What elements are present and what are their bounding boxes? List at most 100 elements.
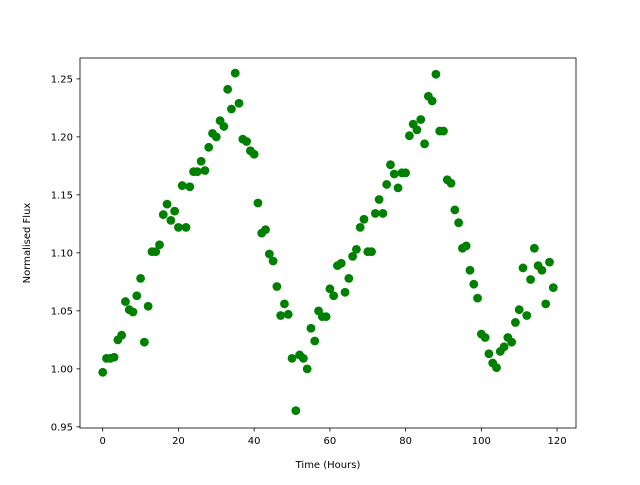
data-point xyxy=(541,299,551,309)
data-point xyxy=(336,258,346,268)
data-point xyxy=(170,206,180,216)
data-point xyxy=(109,352,119,362)
data-point xyxy=(310,336,320,346)
data-point xyxy=(234,98,244,108)
data-point xyxy=(329,291,339,301)
y-axis-ticks: 0.95 1.00 1.05 1.10 1.15 1.20 1.25 xyxy=(51,74,80,433)
data-point xyxy=(484,349,494,359)
data-point xyxy=(192,167,202,177)
data-point xyxy=(351,244,361,254)
data-point xyxy=(139,337,149,347)
data-point xyxy=(518,263,528,273)
x-tick-label: 40 xyxy=(248,436,261,447)
data-point xyxy=(121,297,130,306)
data-point xyxy=(537,265,547,275)
data-point xyxy=(136,273,145,283)
data-point xyxy=(302,364,312,374)
data-point xyxy=(298,354,308,363)
data-point xyxy=(405,131,414,141)
data-point xyxy=(264,249,274,259)
data-point xyxy=(321,312,331,322)
data-point xyxy=(185,182,195,192)
x-axis-label: Time (Hours) xyxy=(295,460,361,471)
data-point xyxy=(492,363,501,373)
x-tick-label: 20 xyxy=(172,436,185,447)
data-point xyxy=(177,181,187,190)
y-tick-label: 0.95 xyxy=(51,422,73,433)
data-point xyxy=(545,257,554,267)
data-point xyxy=(548,283,558,293)
data-point xyxy=(522,311,532,320)
data-point xyxy=(272,282,282,291)
data-point xyxy=(219,122,229,131)
data-point xyxy=(514,305,524,315)
data-point xyxy=(151,247,161,257)
data-point xyxy=(291,406,301,416)
data-point xyxy=(382,180,392,189)
data-point xyxy=(374,195,384,204)
data-point xyxy=(253,198,263,208)
data-point xyxy=(242,137,251,146)
data-point xyxy=(268,256,278,266)
data-point xyxy=(386,160,395,170)
data-point xyxy=(174,222,183,232)
y-tick-label: 1.00 xyxy=(51,364,73,375)
data-point xyxy=(223,84,233,94)
data-point xyxy=(401,168,411,178)
x-tick-label: 60 xyxy=(324,436,337,447)
data-point xyxy=(461,241,471,251)
x-tick-label: 80 xyxy=(399,436,412,447)
data-point xyxy=(439,126,448,136)
data-point xyxy=(348,251,358,261)
plot-area xyxy=(80,58,576,428)
y-axis-label: Normalised Flux xyxy=(22,203,33,284)
data-point xyxy=(158,210,168,219)
data-point xyxy=(370,209,380,218)
data-point xyxy=(511,318,520,327)
data-point xyxy=(261,225,270,235)
data-point xyxy=(416,115,426,124)
data-point xyxy=(155,240,164,250)
data-point xyxy=(469,279,479,289)
data-point xyxy=(204,142,214,152)
data-point xyxy=(450,205,460,215)
data-point xyxy=(166,215,176,225)
data-point xyxy=(359,214,369,224)
data-point xyxy=(200,166,210,175)
data-point xyxy=(143,301,153,311)
data-point xyxy=(230,68,240,78)
data-point xyxy=(499,342,509,352)
data-point xyxy=(162,199,172,209)
data-point xyxy=(306,323,316,333)
data-point xyxy=(355,222,365,232)
x-axis-ticks: 0 20 40 60 80 100 120 xyxy=(100,428,567,447)
data-point xyxy=(420,139,429,149)
data-point xyxy=(340,287,350,297)
data-point xyxy=(344,273,354,283)
y-tick-label: 1.15 xyxy=(51,190,73,201)
data-point xyxy=(526,275,535,284)
data-point xyxy=(132,291,142,301)
y-tick-label: 1.20 xyxy=(51,132,73,143)
data-point xyxy=(367,247,376,257)
x-tick-label: 0 xyxy=(100,436,106,447)
y-tick-label: 1.05 xyxy=(51,306,73,317)
data-point xyxy=(227,104,236,114)
data-point xyxy=(473,293,482,303)
data-point xyxy=(465,265,475,275)
data-point xyxy=(480,333,490,342)
data-point xyxy=(393,183,403,193)
x-tick-label: 100 xyxy=(472,436,491,447)
data-point xyxy=(529,243,539,253)
plot-frame xyxy=(79,57,577,429)
data-point xyxy=(378,209,388,218)
x-tick-label: 120 xyxy=(548,436,567,447)
data-point xyxy=(128,307,138,317)
data-point xyxy=(454,218,464,228)
data-point xyxy=(98,367,108,377)
data-point xyxy=(249,149,259,159)
data-point xyxy=(276,311,286,320)
data-point xyxy=(389,169,399,179)
